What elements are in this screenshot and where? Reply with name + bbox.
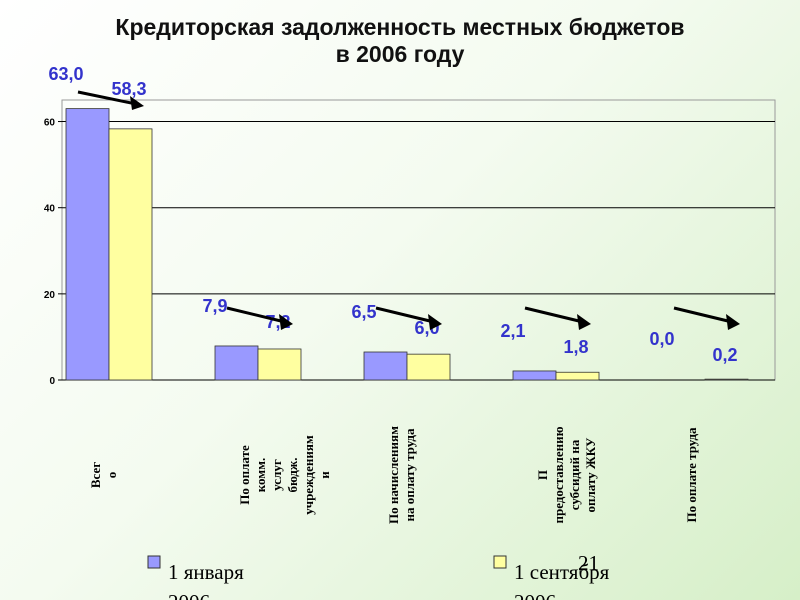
- x-tick-label: Всег о: [88, 461, 119, 489]
- y-tick-label: 0: [49, 376, 55, 387]
- value-label: 6,5: [351, 302, 376, 322]
- bar: [704, 378, 749, 381]
- bar: [363, 351, 408, 381]
- page-number: 21: [578, 551, 599, 575]
- bar: [555, 371, 600, 381]
- arrow-head: [577, 314, 591, 330]
- x-tick-label: По начислениям на оплату труда: [386, 426, 417, 524]
- value-label: 7,9: [202, 296, 227, 316]
- legend-swatch: [493, 555, 507, 569]
- bar: [108, 128, 153, 381]
- y-tick-label: 20: [44, 290, 56, 301]
- y-tick-label: 60: [44, 118, 56, 129]
- arrow-head: [428, 314, 442, 330]
- value-label: 0,2: [712, 345, 737, 365]
- bar: [257, 348, 302, 381]
- bar: [406, 353, 451, 381]
- value-label: 1,8: [563, 337, 588, 357]
- arrow: [375, 306, 435, 324]
- x-tick-label: По оплате труда: [684, 427, 699, 523]
- x-tick-label: По оплате комм. услуг бюдж. учреждениям …: [237, 435, 332, 515]
- legend-label: 1 января 2006: [168, 560, 244, 600]
- legend-swatch: [147, 555, 161, 569]
- value-label: 58,3: [111, 79, 146, 99]
- value-label: 63,0: [48, 64, 83, 84]
- arrow-head: [130, 96, 144, 110]
- bar: [65, 108, 110, 381]
- y-tick-label: 40: [44, 204, 56, 215]
- value-label: 2,1: [500, 321, 525, 341]
- arrow: [524, 306, 584, 324]
- arrow: [77, 90, 137, 106]
- arrow: [673, 306, 733, 324]
- x-tick-label: П предоставлению субсидий на оплату ЖКУ: [535, 426, 598, 524]
- bar: [512, 370, 557, 381]
- value-label: 0,0: [649, 329, 674, 349]
- arrow-head: [279, 314, 293, 330]
- chart-title: Кредиторская задолженность местных бюдже…: [115, 14, 685, 67]
- bar: [214, 345, 259, 381]
- legend-label: 1 сентября 2006: [514, 560, 610, 600]
- arrow: [226, 306, 286, 324]
- arrow-head: [726, 314, 740, 330]
